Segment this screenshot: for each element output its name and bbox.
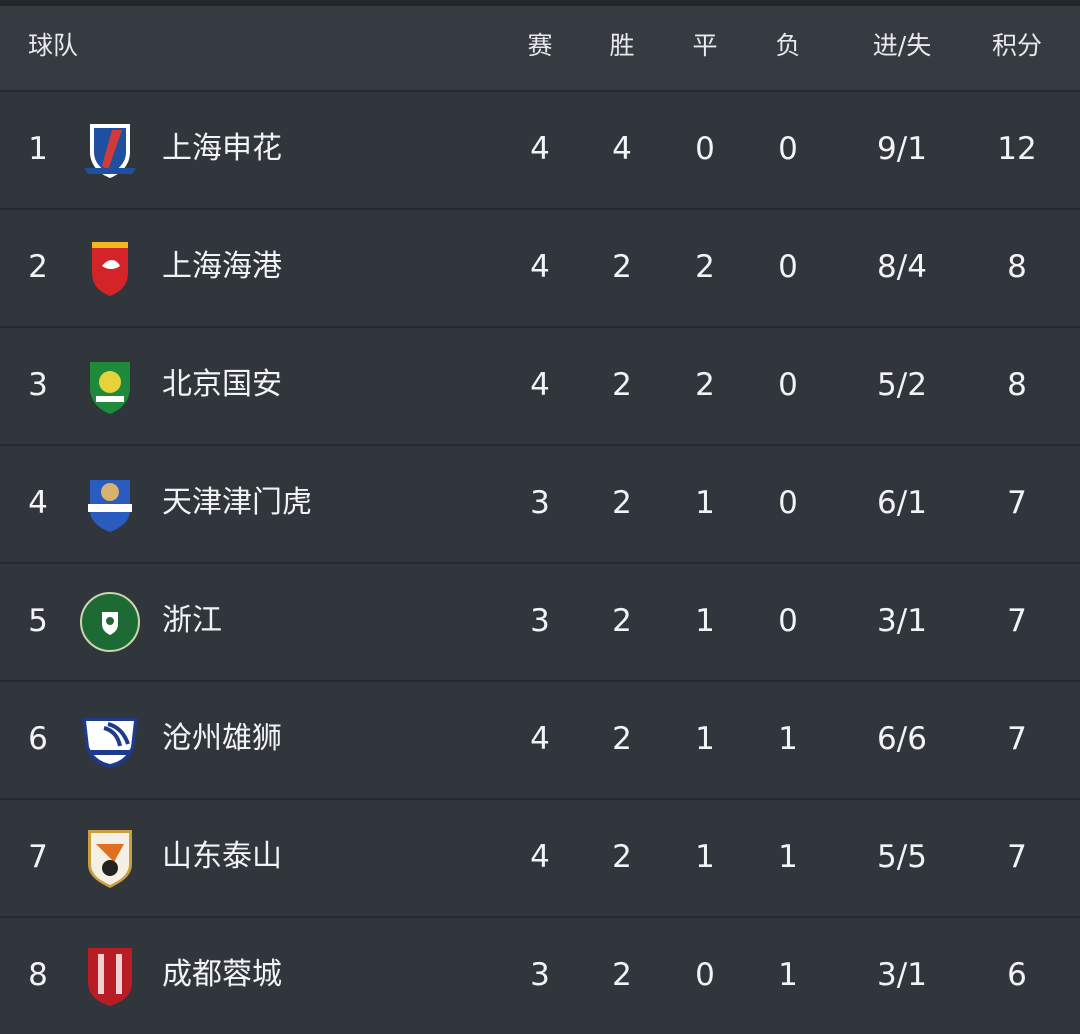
goals: 3/1 bbox=[877, 603, 927, 639]
won: 2 bbox=[612, 957, 632, 993]
jinmen-tiger-crest-icon bbox=[88, 480, 132, 532]
won: 2 bbox=[612, 485, 632, 521]
table-row[interactable]: 4 天津津门虎 3 2 1 0 6/1 7 bbox=[0, 444, 1080, 562]
guoan-crest-icon bbox=[90, 362, 130, 414]
header-lost: 负 bbox=[775, 31, 801, 60]
rank: 6 bbox=[28, 721, 48, 757]
header-goals: 进/失 bbox=[872, 31, 932, 60]
points: 8 bbox=[1007, 249, 1027, 285]
team-name[interactable]: 上海海港 bbox=[162, 249, 282, 284]
team-name[interactable]: 浙江 bbox=[162, 603, 222, 638]
rank: 1 bbox=[28, 131, 48, 167]
header-points: 积分 bbox=[991, 31, 1043, 60]
rank: 5 bbox=[28, 603, 48, 639]
rank: 4 bbox=[28, 485, 48, 521]
taishan-crest-icon bbox=[88, 830, 132, 888]
points: 7 bbox=[1007, 721, 1027, 757]
lost: 1 bbox=[778, 721, 798, 757]
won: 4 bbox=[612, 131, 632, 167]
header-drawn: 平 bbox=[692, 31, 718, 60]
rank: 8 bbox=[28, 957, 48, 993]
chengdu-crest-icon bbox=[88, 948, 132, 1006]
team-name[interactable]: 天津津门虎 bbox=[162, 485, 312, 520]
shenhua-crest-icon bbox=[84, 124, 136, 178]
points: 12 bbox=[997, 131, 1037, 167]
team-name[interactable]: 成都蓉城 bbox=[162, 957, 282, 992]
goals: 6/6 bbox=[877, 721, 927, 757]
goals: 3/1 bbox=[877, 957, 927, 993]
table-row[interactable]: 6 沧州雄狮 4 2 1 1 6/6 7 bbox=[0, 680, 1080, 798]
header-won: 胜 bbox=[609, 31, 635, 60]
won: 2 bbox=[612, 367, 632, 403]
table-row[interactable]: 1 上海申花 4 4 0 0 9/1 12 bbox=[0, 90, 1080, 208]
goals: 6/1 bbox=[877, 485, 927, 521]
lost: 0 bbox=[778, 485, 798, 521]
table-row[interactable]: 2 上海海港 4 2 2 0 8/4 8 bbox=[0, 208, 1080, 326]
points: 7 bbox=[1007, 603, 1027, 639]
goals: 8/4 bbox=[877, 249, 927, 285]
played: 4 bbox=[530, 367, 550, 403]
played: 4 bbox=[530, 131, 550, 167]
header-played: 赛 bbox=[527, 31, 553, 60]
lost: 1 bbox=[778, 839, 798, 875]
points: 7 bbox=[1007, 839, 1027, 875]
goals: 5/2 bbox=[877, 367, 927, 403]
table-row[interactable]: 8 成都蓉城 3 2 0 1 3/1 6 bbox=[0, 916, 1080, 1034]
points: 7 bbox=[1007, 485, 1027, 521]
drawn: 1 bbox=[695, 839, 715, 875]
played: 3 bbox=[530, 485, 550, 521]
goals: 9/1 bbox=[877, 131, 927, 167]
top-bar bbox=[0, 0, 1080, 6]
played: 3 bbox=[530, 603, 550, 639]
haigang-crest-icon bbox=[92, 242, 128, 296]
won: 2 bbox=[612, 721, 632, 757]
team-name[interactable]: 北京国安 bbox=[162, 367, 282, 402]
points: 6 bbox=[1007, 957, 1027, 993]
lost: 0 bbox=[778, 131, 798, 167]
table-row[interactable]: 5 浙江 3 2 1 0 3/1 7 bbox=[0, 562, 1080, 680]
lost: 0 bbox=[778, 367, 798, 403]
drawn: 1 bbox=[695, 603, 715, 639]
table-row[interactable]: 7 山东泰山 4 2 1 1 5/5 7 bbox=[0, 798, 1080, 916]
rank: 7 bbox=[28, 839, 48, 875]
team-name[interactable]: 上海申花 bbox=[162, 131, 282, 166]
won: 2 bbox=[612, 839, 632, 875]
cangzhou-crest-icon bbox=[82, 718, 138, 768]
lost: 0 bbox=[778, 603, 798, 639]
rank: 2 bbox=[28, 249, 48, 285]
drawn: 2 bbox=[695, 367, 715, 403]
table-row[interactable]: 3 北京国安 4 2 2 0 5/2 8 bbox=[0, 326, 1080, 444]
played: 4 bbox=[530, 839, 550, 875]
drawn: 2 bbox=[695, 249, 715, 285]
played: 3 bbox=[530, 957, 550, 993]
header-team: 球队 bbox=[28, 31, 79, 60]
lost: 1 bbox=[778, 957, 798, 993]
goals: 5/5 bbox=[877, 839, 927, 875]
drawn: 0 bbox=[695, 957, 715, 993]
zhejiang-crest-icon bbox=[80, 592, 140, 652]
drawn: 1 bbox=[695, 721, 715, 757]
team-name[interactable]: 沧州雄狮 bbox=[162, 721, 282, 756]
points: 8 bbox=[1007, 367, 1027, 403]
rank: 3 bbox=[28, 367, 48, 403]
drawn: 1 bbox=[695, 485, 715, 521]
won: 2 bbox=[612, 249, 632, 285]
team-name[interactable]: 山东泰山 bbox=[162, 839, 282, 874]
played: 4 bbox=[530, 721, 550, 757]
played: 4 bbox=[530, 249, 550, 285]
won: 2 bbox=[612, 603, 632, 639]
table-header: 球队 赛 胜 平 负 进/失 积分 bbox=[0, 6, 1080, 90]
lost: 0 bbox=[778, 249, 798, 285]
drawn: 0 bbox=[695, 131, 715, 167]
